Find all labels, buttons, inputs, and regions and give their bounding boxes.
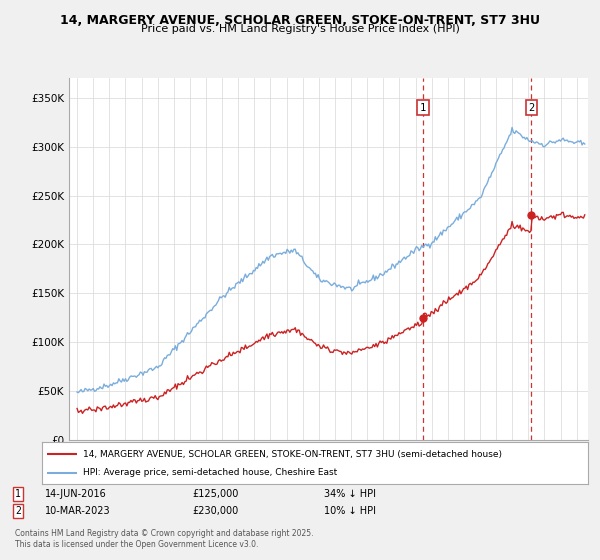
Text: 14, MARGERY AVENUE, SCHOLAR GREEN, STOKE-ON-TRENT, ST7 3HU (semi-detached house): 14, MARGERY AVENUE, SCHOLAR GREEN, STOKE… <box>83 450 502 459</box>
Text: 14-JUN-2016: 14-JUN-2016 <box>45 489 107 499</box>
Text: 1: 1 <box>15 489 21 499</box>
Text: 1: 1 <box>419 102 426 113</box>
Text: HPI: Average price, semi-detached house, Cheshire East: HPI: Average price, semi-detached house,… <box>83 468 337 477</box>
Text: 34% ↓ HPI: 34% ↓ HPI <box>324 489 376 499</box>
Text: 2: 2 <box>15 506 21 516</box>
Text: 2: 2 <box>529 102 535 113</box>
Text: £125,000: £125,000 <box>192 489 238 499</box>
Text: Contains HM Land Registry data © Crown copyright and database right 2025.
This d: Contains HM Land Registry data © Crown c… <box>15 529 314 549</box>
Text: Price paid vs. HM Land Registry's House Price Index (HPI): Price paid vs. HM Land Registry's House … <box>140 24 460 34</box>
Text: 14, MARGERY AVENUE, SCHOLAR GREEN, STOKE-ON-TRENT, ST7 3HU: 14, MARGERY AVENUE, SCHOLAR GREEN, STOKE… <box>60 14 540 27</box>
Text: £230,000: £230,000 <box>192 506 238 516</box>
Text: 10% ↓ HPI: 10% ↓ HPI <box>324 506 376 516</box>
Text: 10-MAR-2023: 10-MAR-2023 <box>45 506 110 516</box>
